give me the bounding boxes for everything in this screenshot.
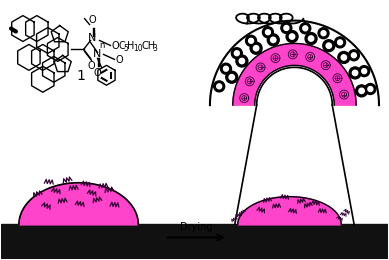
Text: H: H	[127, 41, 135, 51]
Circle shape	[284, 25, 289, 30]
Bar	[1, 224, 388, 259]
Circle shape	[286, 31, 298, 43]
Text: 10: 10	[133, 44, 143, 53]
Circle shape	[362, 69, 367, 74]
Polygon shape	[238, 197, 341, 224]
Polygon shape	[257, 67, 332, 105]
Circle shape	[231, 48, 242, 59]
Text: n: n	[100, 42, 105, 50]
Circle shape	[253, 46, 259, 51]
Circle shape	[267, 34, 279, 46]
Circle shape	[300, 23, 311, 34]
Circle shape	[308, 36, 314, 41]
Circle shape	[214, 81, 225, 92]
Circle shape	[234, 51, 239, 56]
Circle shape	[323, 40, 335, 52]
Polygon shape	[233, 43, 356, 105]
Circle shape	[236, 55, 248, 67]
Circle shape	[239, 58, 245, 64]
Circle shape	[349, 50, 359, 61]
Circle shape	[338, 51, 350, 63]
Text: O: O	[89, 15, 96, 24]
Circle shape	[321, 31, 326, 36]
Text: O: O	[88, 61, 95, 71]
Text: N: N	[88, 34, 97, 43]
Circle shape	[305, 32, 317, 44]
Text: C: C	[118, 41, 125, 51]
Polygon shape	[210, 21, 379, 105]
Circle shape	[349, 67, 361, 79]
Circle shape	[335, 37, 345, 48]
Circle shape	[303, 26, 308, 31]
Circle shape	[263, 27, 273, 38]
Circle shape	[365, 83, 376, 94]
Circle shape	[226, 71, 238, 83]
Text: 5: 5	[123, 44, 128, 53]
Circle shape	[265, 30, 270, 35]
Circle shape	[221, 63, 231, 74]
Circle shape	[359, 66, 370, 77]
Circle shape	[356, 85, 368, 97]
Text: 3: 3	[152, 44, 157, 53]
Text: O: O	[94, 68, 101, 78]
Circle shape	[249, 38, 254, 43]
Circle shape	[271, 37, 276, 43]
Circle shape	[281, 23, 292, 34]
Circle shape	[289, 34, 295, 39]
Polygon shape	[19, 183, 138, 224]
Circle shape	[318, 28, 329, 39]
Text: O: O	[111, 41, 119, 51]
Circle shape	[368, 87, 373, 92]
Text: 1: 1	[76, 69, 85, 83]
Circle shape	[341, 55, 347, 60]
Circle shape	[326, 43, 331, 48]
Circle shape	[250, 42, 262, 54]
Text: Drying: Drying	[180, 223, 212, 232]
Circle shape	[245, 35, 257, 46]
Text: CH: CH	[141, 41, 156, 51]
Circle shape	[229, 75, 235, 80]
Circle shape	[352, 70, 358, 76]
Text: N: N	[93, 49, 102, 59]
Circle shape	[224, 66, 228, 71]
Circle shape	[338, 40, 343, 45]
Circle shape	[217, 84, 222, 89]
Circle shape	[359, 88, 364, 94]
Text: O: O	[116, 55, 123, 65]
Circle shape	[351, 53, 356, 58]
